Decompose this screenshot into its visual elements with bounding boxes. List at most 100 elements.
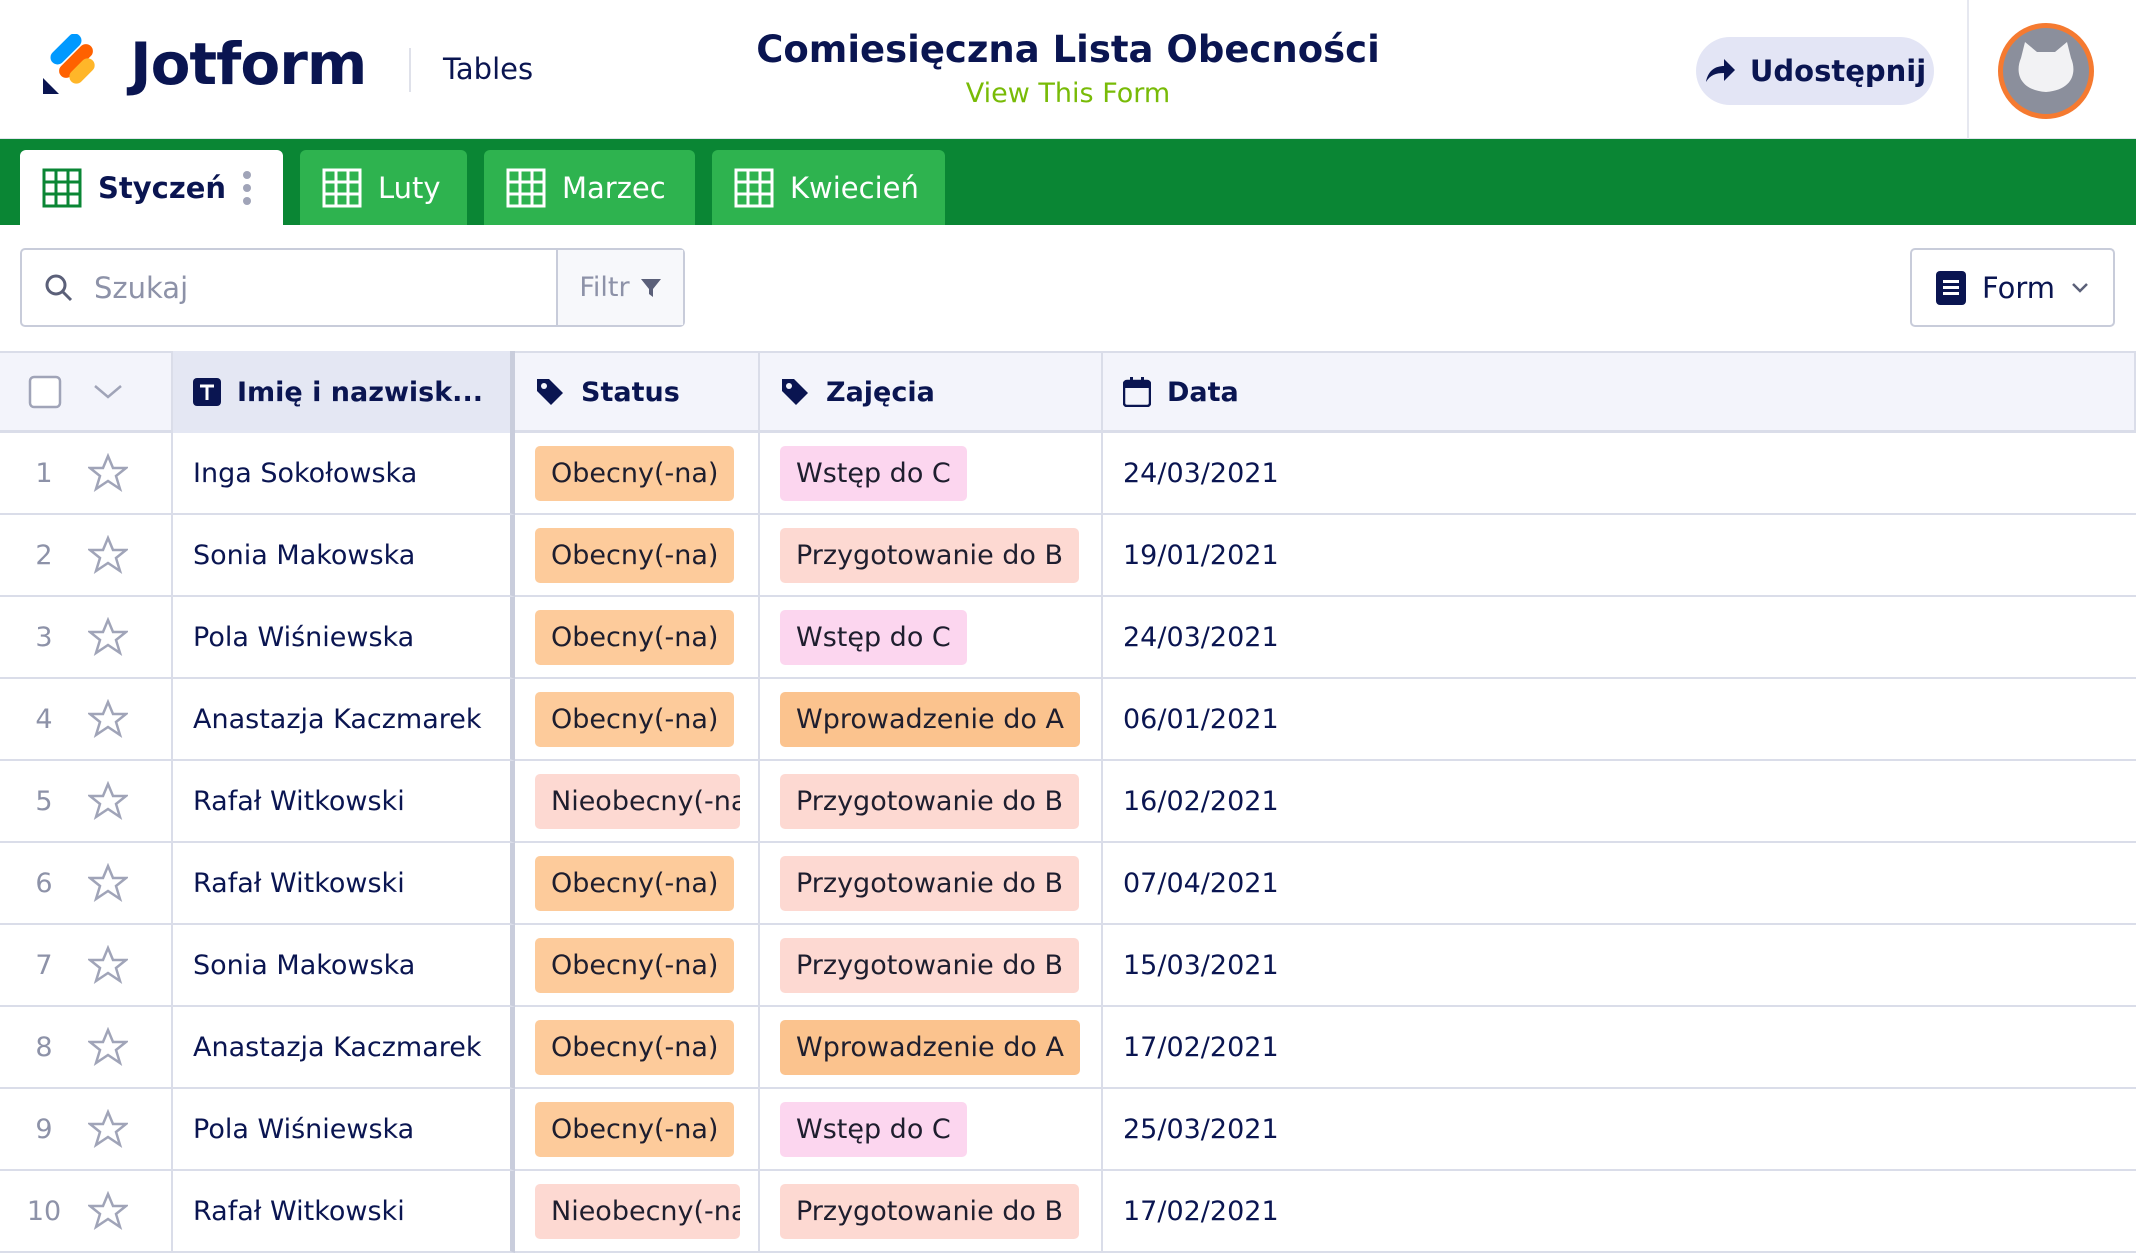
tag: Wstęp do C — [780, 445, 967, 501]
grid-icon — [322, 168, 362, 207]
share-button[interactable]: Udostępnij — [1696, 37, 1934, 105]
date-cell[interactable]: 06/01/2021 — [1103, 679, 2136, 761]
tab-menu[interactable] — [242, 170, 252, 206]
row-number: 4 — [35, 703, 53, 735]
tag-cell[interactable]: Nieobecny(-na) — [515, 761, 760, 843]
date-cell[interactable]: 07/04/2021 — [1103, 843, 2136, 925]
star[interactable] — [88, 945, 128, 985]
filter-button[interactable]: Filtr — [556, 250, 683, 325]
tag-cell[interactable]: Przygotowanie do B — [760, 843, 1103, 925]
tag-cell[interactable]: Wstęp do C — [760, 597, 1103, 679]
star[interactable] — [88, 699, 128, 739]
tag-cell[interactable]: Przygotowanie do B — [760, 515, 1103, 597]
tab[interactable]: Styczeń — [20, 150, 283, 225]
view-switch[interactable]: Form — [1910, 248, 2115, 327]
column-header[interactable]: Data — [1103, 351, 2136, 433]
date-cell[interactable]: 24/03/2021 — [1103, 433, 2136, 515]
tag: Nieobecny(-na) — [535, 773, 740, 829]
share-label: Udostępnij — [1749, 54, 1927, 88]
tab[interactable]: Kwiecień — [712, 150, 945, 225]
name-cell[interactable]: Sonia Makowska — [173, 515, 515, 597]
star[interactable] — [88, 617, 128, 657]
form-icon — [1935, 270, 1966, 305]
tag-cell[interactable]: Obecny(-na) — [515, 679, 760, 761]
name-cell[interactable]: Rafał Witkowski — [173, 843, 515, 925]
column-header[interactable]: Imię i nazwisk... — [173, 351, 515, 433]
tag: Obecny(-na) — [535, 609, 735, 665]
filter-label: Filtr — [579, 272, 630, 303]
tag-cell[interactable]: Nieobecny(-na) — [515, 1171, 760, 1253]
name-cell[interactable]: Pola Wiśniewska — [173, 597, 515, 679]
share-icon — [1705, 59, 1735, 82]
name-cell[interactable]: Rafał Witkowski — [173, 1171, 515, 1253]
row-number: 10 — [26, 1195, 62, 1227]
tag: Przygotowanie do B — [780, 1183, 1080, 1239]
star[interactable] — [88, 453, 128, 493]
column-title: Imię i nazwisk... — [237, 376, 483, 408]
search-placeholder: Szukaj — [94, 270, 189, 305]
tag-cell[interactable]: Wstęp do C — [760, 1089, 1103, 1171]
view-form-link[interactable]: View This Form — [965, 78, 1171, 109]
tab[interactable]: Marzec — [484, 150, 695, 225]
row-number: 1 — [35, 457, 53, 489]
tag: Wprowadzenie do A — [780, 691, 1080, 747]
search-box[interactable]: Szukaj Filtr — [20, 248, 685, 327]
tab-label: Marzec — [562, 170, 666, 205]
tab-label: Kwiecień — [790, 170, 919, 205]
column-title: Zajęcia — [826, 376, 935, 408]
name-cell[interactable]: Pola Wiśniewska — [173, 1089, 515, 1171]
tag-icon — [537, 379, 563, 405]
tag-cell[interactable]: Wstęp do C — [760, 433, 1103, 515]
column-header[interactable]: Status — [515, 351, 760, 433]
star[interactable] — [88, 1109, 128, 1149]
tag-cell[interactable]: Obecny(-na) — [515, 597, 760, 679]
tag-cell[interactable]: Przygotowanie do B — [760, 1171, 1103, 1253]
name-cell[interactable]: Anastazja Kaczmarek — [173, 679, 515, 761]
tag-cell[interactable]: Obecny(-na) — [515, 925, 760, 1007]
date-cell[interactable]: 25/03/2021 — [1103, 1089, 2136, 1171]
name-cell[interactable]: Sonia Makowska — [173, 925, 515, 1007]
search-icon — [45, 274, 73, 301]
logo-text[interactable]: Jotform — [130, 30, 367, 98]
tag: Przygotowanie do B — [780, 855, 1080, 911]
date-cell[interactable]: 16/02/2021 — [1103, 761, 2136, 843]
row-number: 2 — [35, 539, 53, 571]
calendar-icon — [1123, 377, 1151, 407]
date-cell[interactable]: 19/01/2021 — [1103, 515, 2136, 597]
name-cell[interactable]: Inga Sokołowska — [173, 433, 515, 515]
select-all[interactable] — [0, 351, 173, 433]
star[interactable] — [88, 781, 128, 821]
row-controls: 10 — [0, 1171, 173, 1253]
tag-cell[interactable]: Obecny(-na) — [515, 843, 760, 925]
avatar[interactable] — [1998, 23, 2094, 119]
star[interactable] — [88, 863, 128, 903]
tag-cell[interactable]: Wprowadzenie do A — [760, 679, 1103, 761]
column-header[interactable]: Zajęcia — [760, 351, 1103, 433]
checkbox[interactable] — [28, 375, 62, 409]
tab[interactable]: Luty — [300, 150, 467, 225]
tag: Wprowadzenie do A — [780, 1019, 1080, 1075]
date-cell[interactable]: 17/02/2021 — [1103, 1171, 2136, 1253]
avatar-icon — [2018, 42, 2074, 92]
tab-label: Luty — [378, 170, 441, 205]
column-title: Data — [1167, 376, 1239, 408]
tag-cell[interactable]: Wprowadzenie do A — [760, 1007, 1103, 1089]
tag-cell[interactable]: Przygotowanie do B — [760, 925, 1103, 1007]
section-label[interactable]: Tables — [443, 52, 534, 86]
tag-cell[interactable]: Obecny(-na) — [515, 515, 760, 597]
star[interactable] — [88, 1027, 128, 1067]
tag-cell[interactable]: Obecny(-na) — [515, 1089, 760, 1171]
chevron[interactable] — [92, 382, 124, 402]
date-cell[interactable]: 15/03/2021 — [1103, 925, 2136, 1007]
star[interactable] — [88, 535, 128, 575]
tag: Obecny(-na) — [535, 855, 735, 911]
date-cell[interactable]: 17/02/2021 — [1103, 1007, 2136, 1089]
name-cell[interactable]: Anastazja Kaczmarek — [173, 1007, 515, 1089]
name-cell[interactable]: Rafał Witkowski — [173, 761, 515, 843]
logo-icon — [43, 34, 95, 94]
tag-cell[interactable]: Obecny(-na) — [515, 433, 760, 515]
star[interactable] — [88, 1191, 128, 1231]
date-cell[interactable]: 24/03/2021 — [1103, 597, 2136, 679]
tag-cell[interactable]: Obecny(-na) — [515, 1007, 760, 1089]
tag-cell[interactable]: Przygotowanie do B — [760, 761, 1103, 843]
